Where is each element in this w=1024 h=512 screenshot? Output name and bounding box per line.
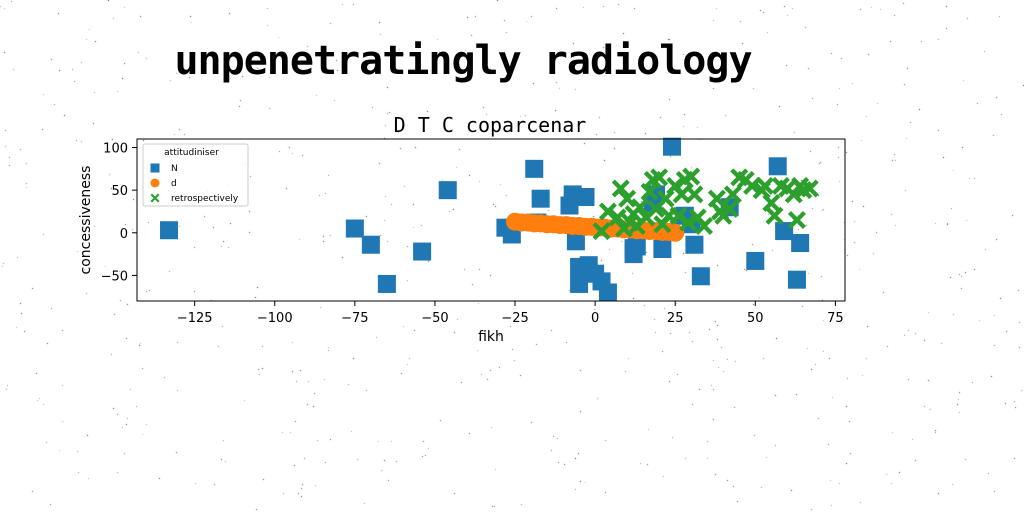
x-tick-label: 50	[747, 311, 764, 326]
data-point	[791, 234, 810, 253]
plot-area	[160, 137, 819, 302]
data-point	[608, 208, 627, 227]
data-point	[160, 221, 179, 240]
data-point	[746, 251, 765, 270]
legend-marker	[150, 163, 160, 173]
legend-title: attitudiniser	[164, 148, 219, 158]
legend-entry-label: N	[171, 164, 178, 174]
data-point	[672, 185, 691, 204]
legend-marker	[150, 193, 160, 203]
data-point	[656, 189, 675, 208]
data-point	[653, 239, 672, 258]
x-tick-label: −75	[341, 311, 368, 326]
data-point	[723, 185, 742, 204]
x-tick-label: −25	[501, 311, 528, 326]
data-point	[650, 168, 669, 187]
y-tick-label: −50	[101, 269, 128, 284]
legend-box	[142, 143, 249, 207]
data-point	[768, 157, 787, 176]
data-point	[765, 206, 784, 225]
data-point	[566, 232, 585, 251]
data-point	[576, 187, 595, 206]
data-point	[598, 202, 617, 221]
data-point	[377, 274, 396, 293]
data-point	[438, 181, 457, 200]
data-point	[685, 235, 704, 254]
data-point	[361, 235, 380, 254]
legend: attitudiniser Nd retrospectively	[142, 143, 249, 207]
data-point	[570, 274, 589, 293]
series-2	[592, 167, 819, 241]
data-point	[682, 167, 701, 186]
data-point	[525, 159, 544, 178]
chart-title: D T C coparcenar	[394, 113, 587, 137]
y-tick-label: 0	[120, 227, 128, 242]
data-point	[762, 193, 781, 212]
data-point	[695, 216, 714, 235]
x-axis-label: fikh	[478, 329, 504, 345]
data-point	[691, 267, 710, 286]
data-point	[679, 213, 698, 232]
y-axis: −50 0 50 100	[101, 142, 137, 284]
x-tick-label: −100	[257, 311, 293, 326]
x-tick-label: 75	[827, 311, 844, 326]
data-point	[531, 189, 550, 208]
y-axis-label: concessiveness	[78, 166, 94, 275]
data-point	[611, 179, 630, 198]
x-tick-label: −50	[421, 311, 448, 326]
x-tick-label: −125	[177, 311, 213, 326]
data-point	[413, 242, 432, 261]
data-point	[345, 219, 364, 238]
data-point	[685, 185, 704, 204]
legend-entry-label: d	[171, 179, 177, 189]
data-point	[592, 222, 611, 241]
axes-frame	[136, 138, 846, 302]
y-tick-label: 50	[111, 184, 128, 199]
legend-entry-label: retrospectively	[171, 194, 239, 204]
data-point	[787, 211, 806, 229]
legend-marker	[150, 178, 160, 188]
x-axis: −125 −100 −75 −50 −25 0 25 50 75	[177, 301, 844, 326]
y-tick-label: 100	[103, 142, 128, 157]
data-point	[720, 199, 739, 218]
data-point	[787, 270, 806, 289]
data-point	[627, 237, 646, 256]
data-point	[743, 176, 762, 195]
data-point	[640, 182, 659, 201]
page-title: unpenetratingly radiology	[174, 38, 752, 84]
data-point	[755, 176, 774, 195]
x-tick-label: 25	[667, 311, 684, 326]
data-point	[630, 198, 649, 217]
x-tick-label: 0	[591, 311, 599, 326]
data-point	[618, 189, 637, 208]
data-point	[800, 179, 819, 198]
data-point	[598, 283, 617, 302]
data-point	[663, 137, 682, 156]
